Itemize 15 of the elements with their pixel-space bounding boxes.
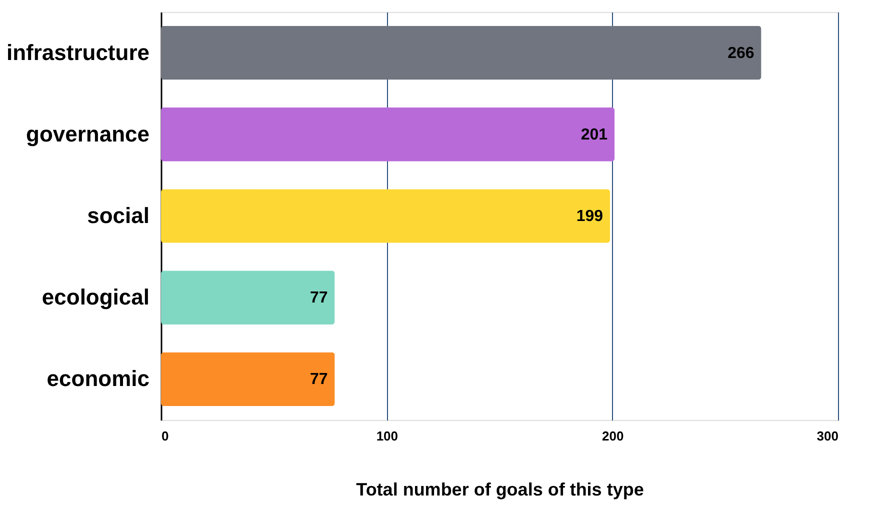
y-tick-label: social [87, 203, 150, 228]
x-tick-label: 0 [162, 428, 169, 444]
data-label: 77 [310, 290, 328, 307]
x-tick-label: 300 [816, 428, 838, 444]
x-tick-label: 100 [376, 428, 398, 444]
y-tick-label: ecological [42, 284, 150, 310]
y-tick-label: infrastructure [6, 40, 150, 65]
y-tick-label: governance [26, 121, 150, 146]
data-label: 77 [310, 371, 328, 388]
data-label: 266 [728, 44, 754, 62]
data-label: 199 [576, 208, 604, 225]
data-label: 201 [580, 126, 608, 144]
x-tick-label: 200 [602, 428, 624, 444]
x-axis-title: Total number of goals of this type [356, 480, 644, 500]
y-tick-label: economic [46, 366, 150, 392]
